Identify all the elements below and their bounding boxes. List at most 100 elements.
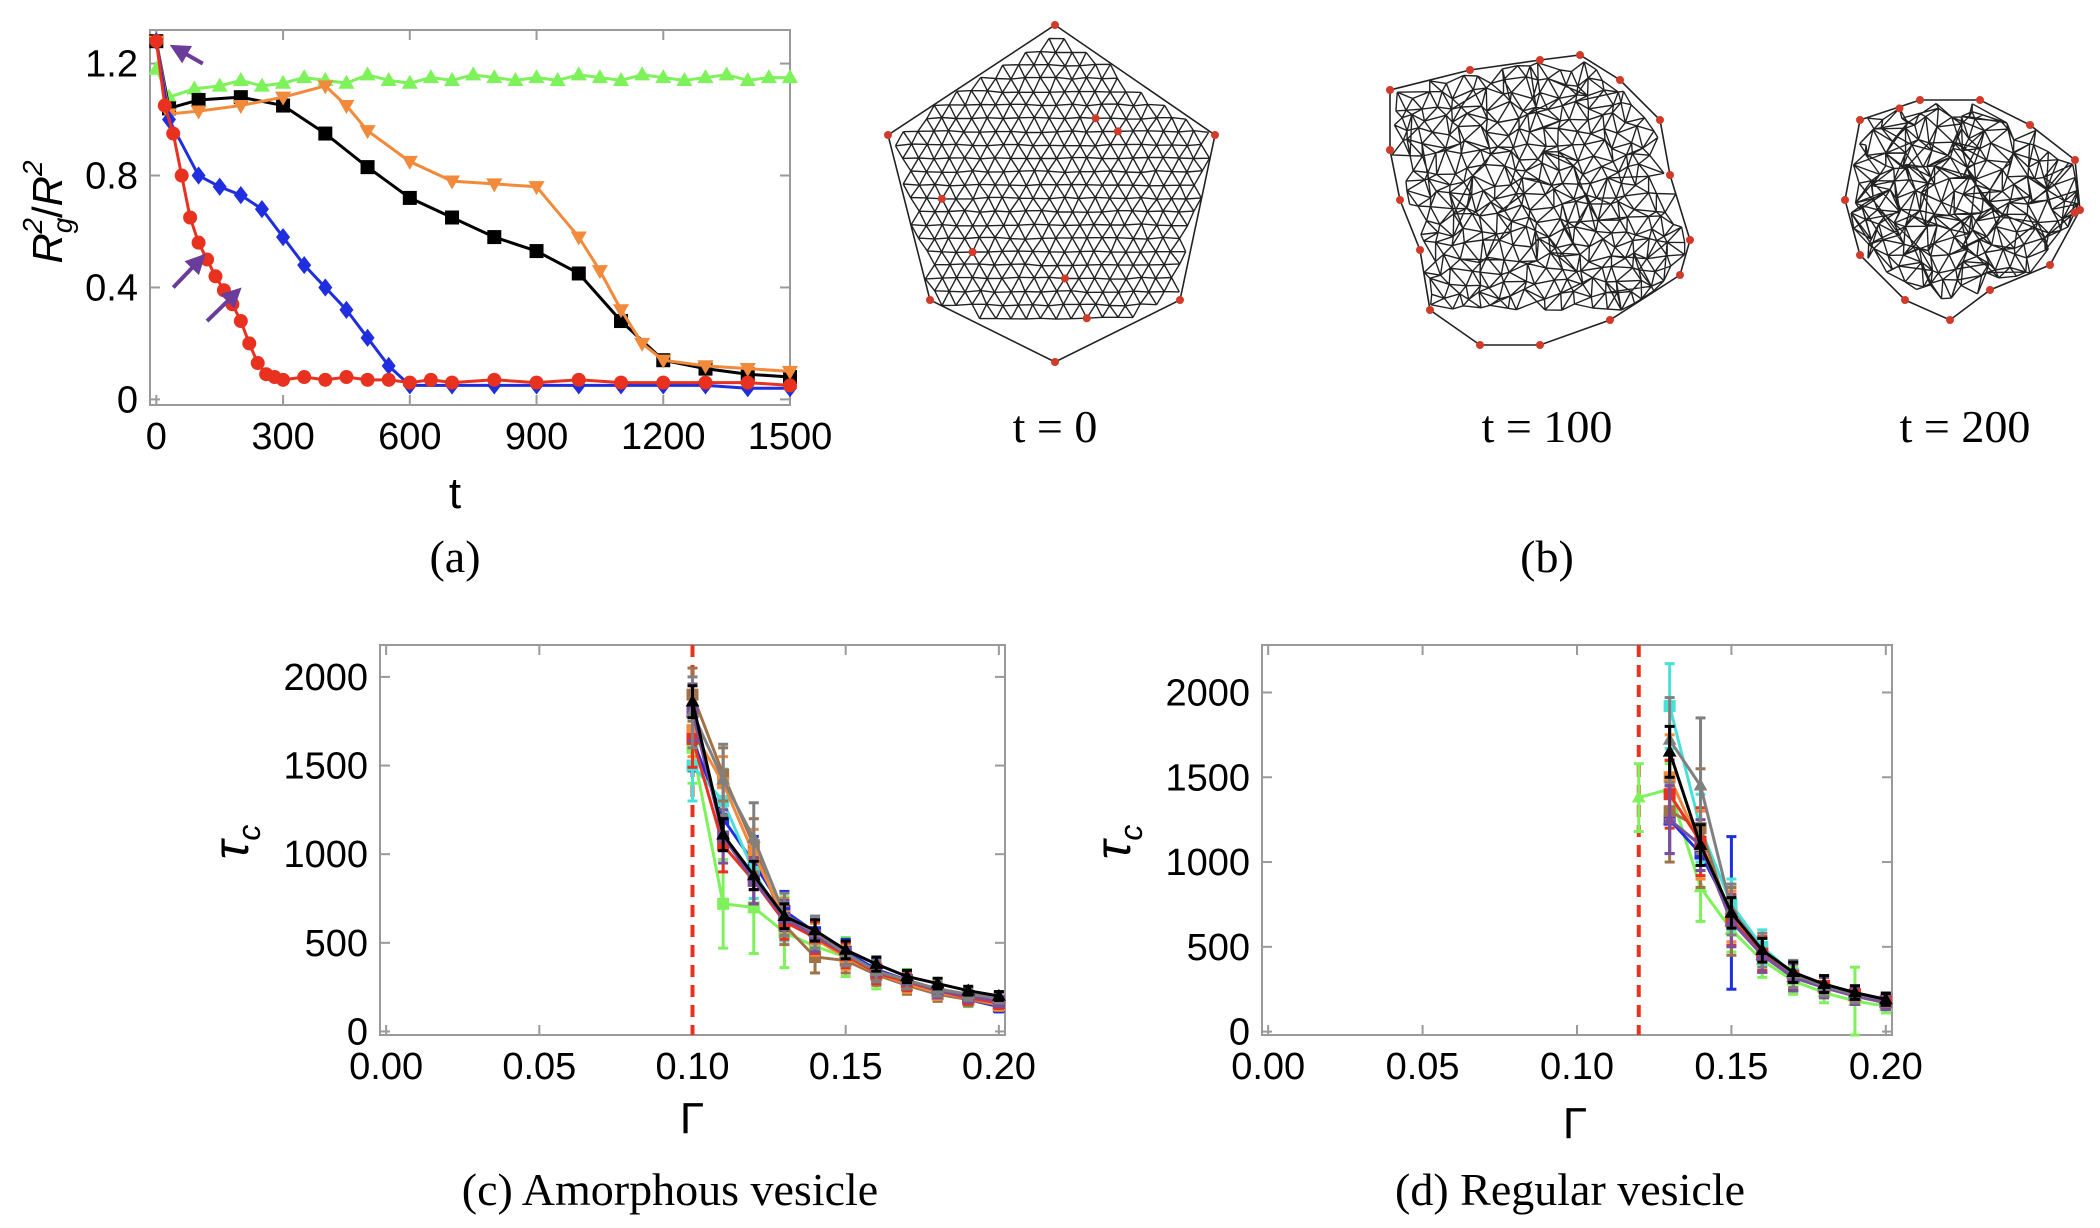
data-point [360, 372, 375, 387]
data-point [276, 227, 291, 247]
data-point [781, 365, 799, 380]
panel-a-ylabel-main: R [24, 233, 71, 263]
mesh-node [1656, 116, 1664, 124]
series-line-blue [154, 40, 790, 390]
panel-c-ylabel-sub: c [231, 825, 267, 841]
caption-b: (b) [1520, 531, 1574, 582]
data-point [190, 105, 207, 120]
data-point [529, 375, 544, 390]
data-point [486, 178, 503, 193]
data-point [401, 155, 418, 170]
y-tick-label: 500 [305, 923, 368, 965]
panel-d-ylabel-sub: c [1113, 825, 1149, 841]
panel-a-ticks: 0 300 600 900 1200 1500 0 0.4 0.8 1.2 [85, 30, 832, 458]
x-tick-label: 0.20 [962, 1046, 1036, 1088]
x-tick-label: 0.10 [656, 1046, 730, 1088]
data-point [191, 235, 206, 250]
data-point [445, 210, 460, 225]
annotation-arrow [169, 44, 204, 66]
panel-d-xlabel: Γ [1563, 1099, 1587, 1148]
y-tick-label: 2000 [1165, 672, 1250, 714]
mesh-edges [1391, 61, 1686, 311]
panel-a-ylabel: Rg2/R2 [17, 160, 78, 264]
data-point [381, 372, 396, 387]
panel-c-ylabel: τc [203, 825, 267, 860]
mesh-node [1051, 21, 1059, 29]
panel-a-ylabel-sub: g [47, 217, 78, 233]
data-point [571, 266, 586, 281]
data-point [685, 694, 700, 707]
data-point [211, 77, 228, 92]
data-point [402, 375, 417, 390]
panel-c-series [685, 645, 1006, 1035]
data-point [697, 69, 714, 84]
data-point [1724, 905, 1739, 918]
data-point [746, 868, 761, 881]
data-point [930, 976, 945, 989]
mesh-node [1536, 56, 1544, 64]
series-orange [148, 35, 799, 380]
data-point [1662, 812, 1677, 825]
mesh-node [1841, 196, 1849, 204]
data-point [465, 66, 482, 81]
panel-a-ylabel-den-sup: 2 [17, 160, 48, 177]
data-point [1817, 976, 1831, 989]
mesh-node [1666, 171, 1674, 179]
collapsed-vesicle-mesh-icon [1841, 96, 2084, 324]
data-point [591, 69, 608, 84]
data-point [253, 77, 270, 92]
data-point [216, 283, 231, 298]
y-tick-label: 1500 [283, 746, 368, 788]
series-black [149, 34, 797, 385]
data-point [486, 69, 503, 84]
data-point [275, 91, 292, 106]
data-point [276, 372, 291, 387]
data-point [781, 69, 799, 84]
data-point [612, 71, 630, 86]
panel-a-ylabel-den: R [24, 176, 71, 206]
mesh-node [1606, 316, 1614, 324]
y-tick-label: 1000 [1165, 842, 1250, 884]
mesh-node [926, 296, 934, 304]
mesh-node [1416, 246, 1424, 254]
mesh-node [1916, 96, 1924, 104]
mesh-node [1901, 296, 1909, 304]
panel-a-frame [149, 29, 791, 406]
x-tick-label: 0.10 [1540, 1046, 1614, 1088]
data-point [208, 269, 223, 284]
data-point [360, 160, 375, 175]
mesh-node [1176, 296, 1184, 304]
data-point [1631, 790, 1646, 803]
data-point [1662, 744, 1677, 757]
data-point [746, 831, 761, 844]
mesh-node [1686, 236, 1694, 244]
data-point [1786, 965, 1801, 978]
snapshot-label-t200: t = 200 [1900, 401, 2031, 452]
mesh-node [1091, 114, 1100, 123]
mesh-node [1895, 104, 1904, 113]
panel-a-annotations [169, 44, 242, 323]
data-point [318, 126, 333, 141]
data-point [233, 314, 248, 329]
mesh-node [1676, 271, 1684, 279]
data-point [297, 255, 312, 275]
panel-d-ylabel-main: τ [1085, 837, 1141, 859]
x-tick-label: 900 [505, 416, 568, 458]
data-point [359, 66, 376, 81]
x-tick-label: 0.20 [1849, 1046, 1923, 1088]
mesh-node [1082, 314, 1091, 323]
mesh-node [1386, 146, 1394, 154]
series-line-orange [154, 40, 791, 373]
data-point [507, 71, 524, 86]
data-point [808, 923, 822, 936]
data-point [1693, 837, 1708, 850]
data-point [232, 71, 249, 86]
data-point [739, 71, 756, 86]
mesh-node [1113, 127, 1122, 136]
data-point [149, 34, 164, 49]
data-point [676, 71, 693, 86]
mesh-node [1060, 274, 1069, 283]
data-point [716, 827, 731, 840]
mesh-node [1946, 316, 1954, 324]
